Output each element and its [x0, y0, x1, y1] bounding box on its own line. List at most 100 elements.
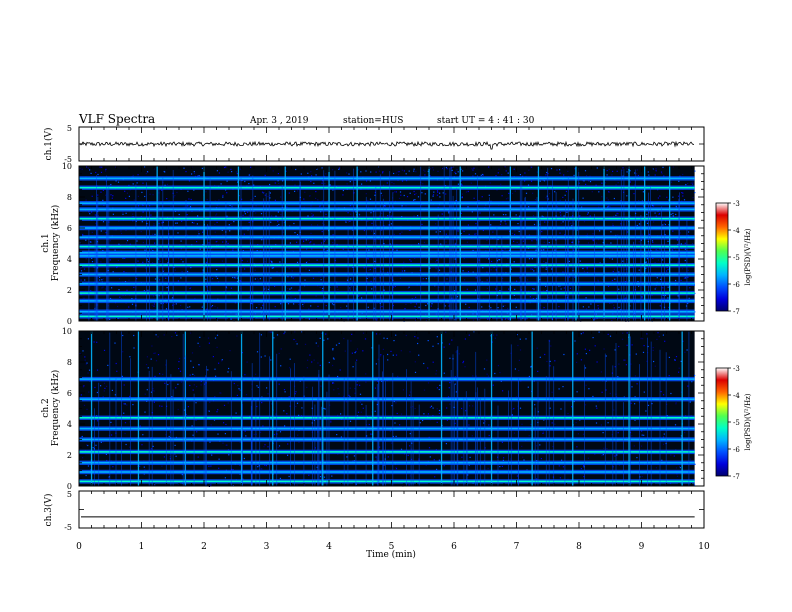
spectrogram-ch1-ylabel-freq: Frequency (kHz) — [50, 205, 61, 282]
spectrogram-noise — [617, 234, 619, 236]
spectrogram-noise — [112, 213, 114, 215]
spectrogram-sferic-faint — [650, 186, 651, 321]
spectrogram-noise — [645, 270, 647, 272]
spectrogram-noise — [454, 319, 456, 321]
spectrogram-noise — [609, 206, 611, 208]
spectrogram-noise — [207, 369, 209, 371]
spectrogram-noise — [579, 286, 581, 288]
spectrogram-noise — [392, 435, 394, 438]
spectrogram-noise — [230, 222, 232, 224]
spectrogram-noise — [191, 352, 194, 354]
spectrogram-sferic-faint — [450, 370, 452, 486]
spectrogram-noise — [227, 171, 229, 173]
spectrogram-noise — [601, 391, 603, 393]
spectrogram-tone-line — [79, 480, 695, 483]
spectrogram-noise — [578, 215, 580, 217]
spectrogram-tone-line — [79, 471, 695, 473]
spectrogram-noise — [616, 170, 618, 172]
spectrogram-noise — [465, 303, 467, 305]
spectrogram-noise — [174, 332, 177, 334]
spectrogram-noise — [317, 224, 319, 226]
spectrogram-noise — [455, 173, 457, 175]
spectrogram-noise — [558, 306, 560, 308]
y-tick-label: 6 — [67, 389, 72, 398]
spectrogram-sferic-faint — [251, 396, 253, 486]
spectrogram-noise — [280, 348, 282, 350]
spectrogram-sferic-faint — [392, 372, 394, 486]
spectrogram-noise — [365, 381, 367, 383]
spectrogram-noise — [181, 220, 183, 222]
spectrogram-noise — [652, 241, 654, 243]
spectrogram-noise — [400, 413, 403, 415]
spectrogram-noise — [294, 331, 296, 333]
x-tick-label: 9 — [639, 542, 645, 552]
spectrogram-sferic-faint — [484, 388, 486, 486]
spectrogram-noise — [524, 172, 526, 174]
spectrogram-noise — [532, 215, 535, 217]
spectrogram-noise — [672, 249, 674, 251]
spectrogram-noise — [313, 243, 315, 245]
spectrogram-noise — [499, 223, 502, 225]
spectrogram-noise — [283, 389, 286, 391]
spectrogram-noise — [303, 240, 305, 243]
spectrogram-noise — [415, 303, 418, 305]
spectrogram-noise — [456, 169, 458, 171]
spectrogram-noise — [686, 349, 688, 351]
spectrogram-tone-line — [79, 208, 695, 211]
spectrogram-noise — [180, 277, 182, 279]
spectrogram-noise — [545, 285, 547, 287]
spectrogram-noise — [668, 375, 670, 377]
spectrogram-noise — [574, 168, 576, 170]
waveform-ch3-panel: 5 -5 ch.3(V) — [43, 490, 705, 532]
spectrogram-noise — [614, 455, 616, 457]
spectrogram-noise — [461, 407, 463, 410]
spectrogram-noise — [446, 419, 448, 421]
spectrogram-noise — [607, 199, 609, 201]
spectrogram-noise — [187, 270, 189, 273]
spectrogram-noise — [662, 294, 664, 296]
spectrogram-noise — [209, 401, 211, 403]
spectrogram-noise — [262, 304, 264, 306]
spectrogram-noise — [429, 456, 431, 458]
spectrogram-noise — [366, 435, 368, 437]
spectrogram-sferic-faint — [418, 404, 420, 486]
spectrogram-noise — [178, 361, 180, 363]
spectrogram-noise — [349, 181, 351, 183]
spectrogram-noise — [361, 297, 363, 299]
spectrogram-noise — [690, 182, 692, 184]
spectrogram-noise — [389, 430, 391, 432]
spectrogram-noise — [83, 268, 86, 270]
colorbar-gradient — [715, 202, 729, 312]
spectrogram-noise — [124, 432, 126, 435]
spectrogram-noise — [502, 249, 504, 252]
spectrogram-noise — [403, 261, 405, 263]
spectrogram-noise — [93, 341, 95, 343]
spectrogram-noise — [618, 464, 621, 466]
spectrogram-noise — [366, 277, 368, 280]
spectrogram-noise — [308, 269, 310, 271]
spectrogram-noise — [105, 288, 107, 290]
spectrogram-noise — [375, 224, 377, 226]
spectrogram-noise — [110, 421, 112, 423]
spectrogram-noise — [435, 268, 437, 270]
spectrogram-noise — [534, 199, 536, 201]
spectrogram-noise — [519, 215, 521, 217]
spectrogram-noise — [445, 193, 447, 195]
spectrogram-noise — [179, 357, 181, 360]
spectrogram-noise — [629, 170, 631, 172]
spectrogram-noise — [547, 221, 549, 223]
spectrogram-noise — [173, 303, 175, 306]
spectrogram-noise — [179, 370, 182, 372]
spectrogram-noise — [310, 232, 312, 234]
spectrogram-noise — [325, 173, 327, 175]
spectrogram-noise — [436, 408, 438, 410]
spectrogram-noise — [367, 220, 369, 223]
spectrogram-sferic-faint — [389, 171, 391, 321]
spectrogram-noise — [643, 391, 645, 393]
spectrogram-noise — [460, 232, 462, 235]
spectrogram-noise — [147, 261, 149, 263]
spectrogram-noise — [488, 424, 490, 426]
spectrogram-noise — [255, 212, 257, 214]
spectrogram-noise — [182, 261, 184, 263]
spectrogram-noise — [641, 476, 643, 478]
